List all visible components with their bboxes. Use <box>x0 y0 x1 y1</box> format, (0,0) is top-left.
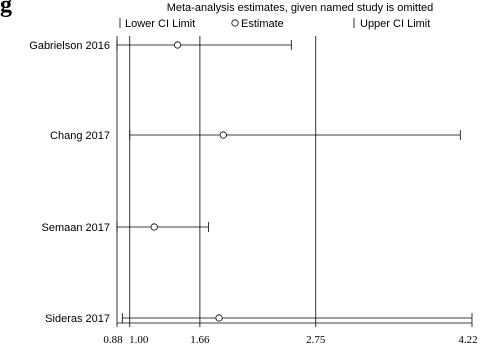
estimate-point <box>215 314 223 322</box>
chart-title: Meta-analysis estimates, given named stu… <box>167 2 434 14</box>
legend-estimate-marker <box>231 19 239 27</box>
estimate-point <box>219 131 227 139</box>
panel-label: g <box>0 0 12 18</box>
x-tick-label: 1.66 <box>190 334 210 346</box>
legend-lower-ci-label: Lower CI Limit <box>125 18 195 30</box>
x-tick-label: 0.88 <box>103 334 123 346</box>
estimate-point <box>173 41 182 49</box>
plot-area: 0.88 1.00 1.66 2.75 4.22 Gabrielson 2016 Chang… <box>29 36 478 346</box>
study-label: Sideras 2017 <box>45 313 110 325</box>
legend-estimate-label: Estimate <box>241 18 284 30</box>
x-tick-label: 1.00 <box>129 334 149 346</box>
study-label: Gabrielson 2016 <box>29 40 110 52</box>
study-label: Chang 2017 <box>50 130 110 142</box>
legend-upper-ci-label: Upper CI Limit <box>360 18 430 30</box>
legend: Lower CI Limit Estimate Upper CI Limit <box>119 18 430 30</box>
study-label: Semaan 2017 <box>42 222 111 234</box>
x-tick-label: 4.22 <box>458 334 477 346</box>
estimate-point <box>150 223 158 231</box>
x-tick-label: 2.75 <box>306 334 326 346</box>
